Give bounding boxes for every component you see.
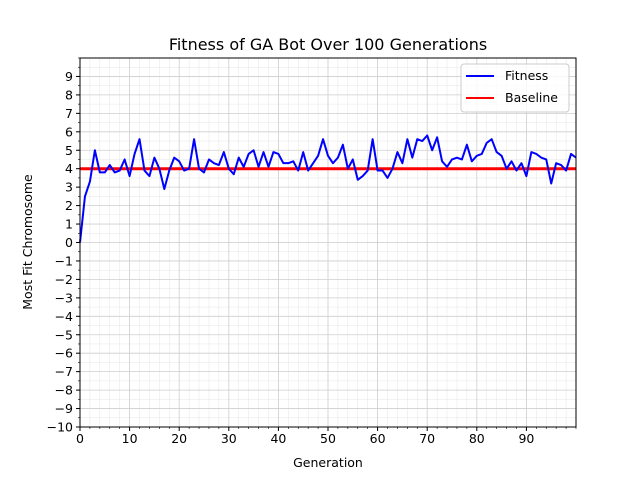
y-tick-label: −3: [55, 290, 73, 305]
y-tick-label: −8: [55, 383, 73, 398]
y-tick-label: −6: [55, 346, 73, 361]
y-tick-label: 7: [65, 106, 73, 121]
y-tick-label: 3: [65, 180, 73, 195]
y-tick-label: −4: [55, 309, 73, 324]
y-tick-label: 6: [65, 124, 73, 139]
x-axis-ticks: 0 10 20 30 40 50 60 70 80 90: [76, 427, 577, 446]
y-tick-label: 4: [65, 161, 73, 176]
legend: Fitness Baseline: [460, 63, 570, 113]
x-axis-label: Generation: [293, 455, 363, 470]
x-tick-label: 10: [122, 431, 138, 446]
y-tick-label: 2: [65, 198, 73, 213]
y-tick-label: 5: [65, 143, 73, 158]
y-tick-label: −5: [55, 327, 73, 342]
y-tick-label: 0: [65, 235, 73, 250]
x-tick-label: 70: [419, 431, 435, 446]
legend-label-baseline: Baseline: [505, 90, 558, 105]
x-tick-label: 80: [469, 431, 485, 446]
x-tick-label: 60: [370, 431, 386, 446]
y-tick-label: 9: [65, 69, 73, 84]
legend-label-fitness: Fitness: [505, 68, 548, 83]
x-tick-label: 20: [171, 431, 187, 446]
y-tick-label: −1: [55, 253, 73, 268]
x-tick-label: 30: [221, 431, 237, 446]
x-tick-label: 90: [518, 431, 534, 446]
major-grid: [79, 58, 576, 428]
x-tick-label: 0: [76, 431, 84, 446]
y-tick-label: 8: [65, 87, 73, 102]
y-tick-label: −10: [47, 420, 73, 435]
y-tick-label: −7: [55, 364, 73, 379]
y-tick-label: −9: [55, 401, 73, 416]
series-layer: [79, 134, 577, 243]
y-axis-label: Most Fit Chromosome: [20, 174, 35, 310]
y-tick-label: 1: [65, 217, 73, 232]
y-tick-label: −2: [55, 272, 73, 287]
series-fitness-line: [79, 134, 577, 243]
chart-title: Fitness of GA Bot Over 100 Generations: [169, 35, 487, 54]
x-tick-label: 50: [320, 431, 336, 446]
x-tick-label: 40: [270, 431, 286, 446]
